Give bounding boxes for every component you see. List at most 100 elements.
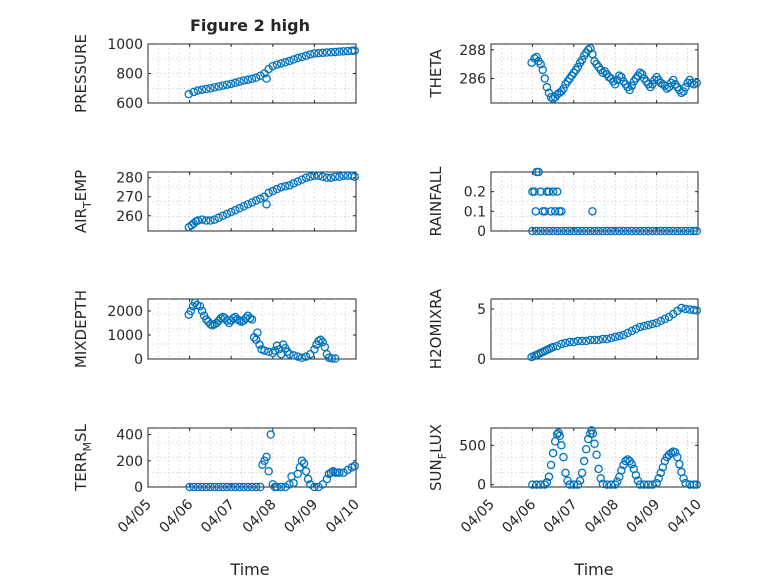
data-point (660, 226, 670, 236)
data-point (528, 480, 537, 489)
data-point (328, 467, 338, 476)
data-point (561, 226, 570, 236)
series-markers (185, 430, 360, 492)
grid (148, 428, 356, 487)
x-tick-label: 04/10 (665, 497, 705, 537)
data-point (610, 332, 620, 342)
y-axis-label: RAINFALL (427, 166, 445, 237)
data-point (314, 482, 323, 492)
data-point (538, 65, 548, 75)
data-point (536, 187, 545, 196)
data-point (318, 172, 327, 182)
data-point (214, 213, 223, 222)
data-point (350, 461, 360, 471)
data-point (635, 480, 645, 489)
y-tick-label: 286 (459, 72, 486, 88)
data-point (289, 351, 298, 360)
data-point (648, 80, 657, 89)
data-point (584, 434, 593, 444)
data-point (335, 468, 344, 477)
x-tick-label: 04/07 (198, 497, 238, 537)
data-point (193, 216, 203, 225)
data-point (247, 315, 257, 324)
panel-sun-flux: 04/05 04/06 04/07 04/08 04/09 04/10 0 500 SUNFLU… (427, 424, 705, 536)
panel-mixdepth: 0 1000 2000 MIXDEPTH (72, 290, 357, 368)
data-point (195, 301, 205, 311)
data-point (231, 78, 240, 88)
x-tick-label: 04/06 (157, 496, 197, 536)
data-point (648, 319, 657, 329)
data-point (305, 349, 315, 359)
data-point (326, 468, 336, 477)
x-tick-label: 04/07 (541, 497, 581, 537)
data-point (239, 482, 248, 492)
data-point (301, 352, 311, 361)
data-point (681, 478, 690, 488)
data-point (303, 474, 313, 484)
data-point (297, 353, 307, 363)
data-point (532, 480, 541, 489)
data-point (569, 337, 579, 347)
data-point (692, 226, 702, 236)
data-point (335, 172, 344, 182)
x-tick-label: 04/10 (323, 497, 363, 537)
data-point (625, 85, 634, 95)
data-point (201, 84, 211, 94)
data-point (615, 331, 624, 341)
data-point (268, 186, 278, 196)
data-point (623, 455, 632, 464)
data-point (546, 460, 556, 470)
panel-rainfall: 0 0.1 0.2 RAINFALL (427, 166, 702, 240)
data-point (569, 480, 579, 489)
data-point (592, 450, 601, 459)
data-point (673, 226, 682, 236)
data-point (613, 477, 622, 486)
data-point (692, 78, 702, 88)
data-point (330, 172, 340, 182)
y-tick-label: 5 (477, 302, 486, 318)
data-point (247, 482, 257, 492)
data-point (251, 196, 261, 205)
data-point (573, 226, 583, 236)
data-point (285, 56, 294, 66)
y-axis-label: TERRMSL (72, 423, 94, 492)
data-point (270, 346, 280, 355)
data-point (210, 83, 219, 92)
data-point (639, 480, 649, 489)
data-point (627, 326, 637, 336)
y-tick-label: 600 (116, 96, 143, 112)
data-point (677, 226, 686, 236)
data-point (281, 182, 290, 191)
data-point (322, 48, 332, 57)
data-point (530, 187, 539, 196)
data-point (598, 334, 608, 344)
data-point (677, 303, 686, 313)
data-point (652, 226, 661, 236)
data-point (681, 226, 690, 236)
data-point (581, 336, 591, 346)
data-point (314, 48, 323, 58)
data-point (264, 347, 273, 357)
y-axis-label: SUNFLUX (427, 424, 449, 491)
grid (491, 172, 698, 231)
data-point (272, 60, 282, 69)
data-point (193, 86, 203, 95)
data-point (301, 467, 311, 476)
data-point (281, 58, 290, 67)
data-point (251, 73, 261, 82)
data-point (268, 480, 278, 489)
data-point (635, 226, 645, 236)
data-point (627, 81, 637, 90)
data-point (687, 78, 697, 88)
data-point (339, 468, 348, 477)
x-tick-label: 04/05 (115, 497, 155, 537)
data-point (542, 478, 552, 487)
data-point (677, 88, 686, 98)
data-point (689, 226, 699, 236)
data-point (656, 468, 665, 478)
y-tick-label: 0 (134, 352, 143, 368)
data-point (586, 44, 595, 53)
y-tick-label: 2000 (107, 304, 143, 320)
data-point (540, 480, 550, 489)
data-point (631, 226, 641, 236)
